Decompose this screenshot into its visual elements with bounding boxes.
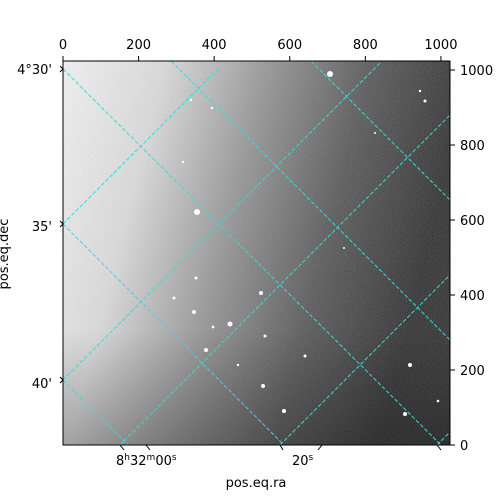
ra-axis-ticks: 8h32m00s 20s [116,444,442,469]
star [263,334,267,338]
dec-tick-label: 4°30' [17,63,52,78]
star [343,247,345,249]
y-pixel-tick-label: 400 [460,289,485,304]
ra-tick-label: 20s [292,453,314,469]
x-pixel-tick-label: 400 [202,38,227,53]
star [210,106,214,110]
bottom-shading [63,61,450,445]
grid-line [119,114,450,445]
grid-line [279,274,450,445]
y-pixel-tick-label: 600 [460,214,485,229]
y-pixel-tick-label: 1000 [460,64,493,79]
dec-tick-mark [59,220,64,228]
dec-tick-mark [59,65,64,73]
x-axis-label: pos.eq.ra [226,476,287,491]
ra-tick-mark [436,444,442,451]
star [303,354,307,358]
plot-frame [62,60,451,446]
dec-tick-mark [59,376,64,384]
grid-line [436,431,450,445]
star [436,399,440,403]
ra-tick-mark [279,444,284,451]
right-pixel-axis: 0 200 400 600 800 1000 [450,64,493,454]
grid-line [63,379,129,445]
star [261,384,265,388]
star [192,310,196,314]
star [194,276,198,280]
stars-layer [172,71,440,416]
grid-line [63,62,381,381]
y-pixel-tick-label: 800 [460,139,485,154]
star [408,363,412,367]
x-pixel-tick-label: 0 [59,38,67,53]
star [227,321,233,327]
x-pixel-tick-label: 600 [277,38,302,53]
ra-tick-mark [145,444,151,451]
grid-line [63,223,285,445]
dec-tick-label: 40' [32,377,52,392]
star [374,132,376,134]
grid-line [310,61,450,201]
star [259,291,263,295]
star [282,409,286,413]
y-axis-label: pos.eq.dec [0,219,12,290]
ra-tick-label: 8h32m00s [116,453,177,469]
grid-line [63,66,221,225]
grid-line [63,68,442,445]
ra-tick-mark [317,444,323,451]
grid-line [170,61,450,341]
x-pixel-tick-label: 800 [353,38,378,53]
top-pixel-axis: 0 200 400 600 800 1000 [59,38,457,61]
dec-axis-ticks: 4°30' 35' 40' [17,63,64,392]
star [403,412,407,416]
star [418,89,422,93]
image-area [63,61,450,445]
ra-tick-mark [119,444,125,451]
star [181,160,185,164]
star [211,325,215,329]
y-pixel-tick-label: 200 [460,364,485,379]
star [172,296,176,300]
star [423,99,427,103]
star [327,71,333,77]
dec-tick-label: 35' [32,220,52,235]
x-pixel-tick-label: 200 [126,38,151,53]
star [236,363,240,367]
coordinate-grid [63,61,450,445]
star [194,209,200,215]
y-pixel-tick-label: 0 [460,439,468,454]
star [189,98,193,102]
x-pixel-tick-label: 1000 [424,38,457,53]
star [204,348,208,352]
